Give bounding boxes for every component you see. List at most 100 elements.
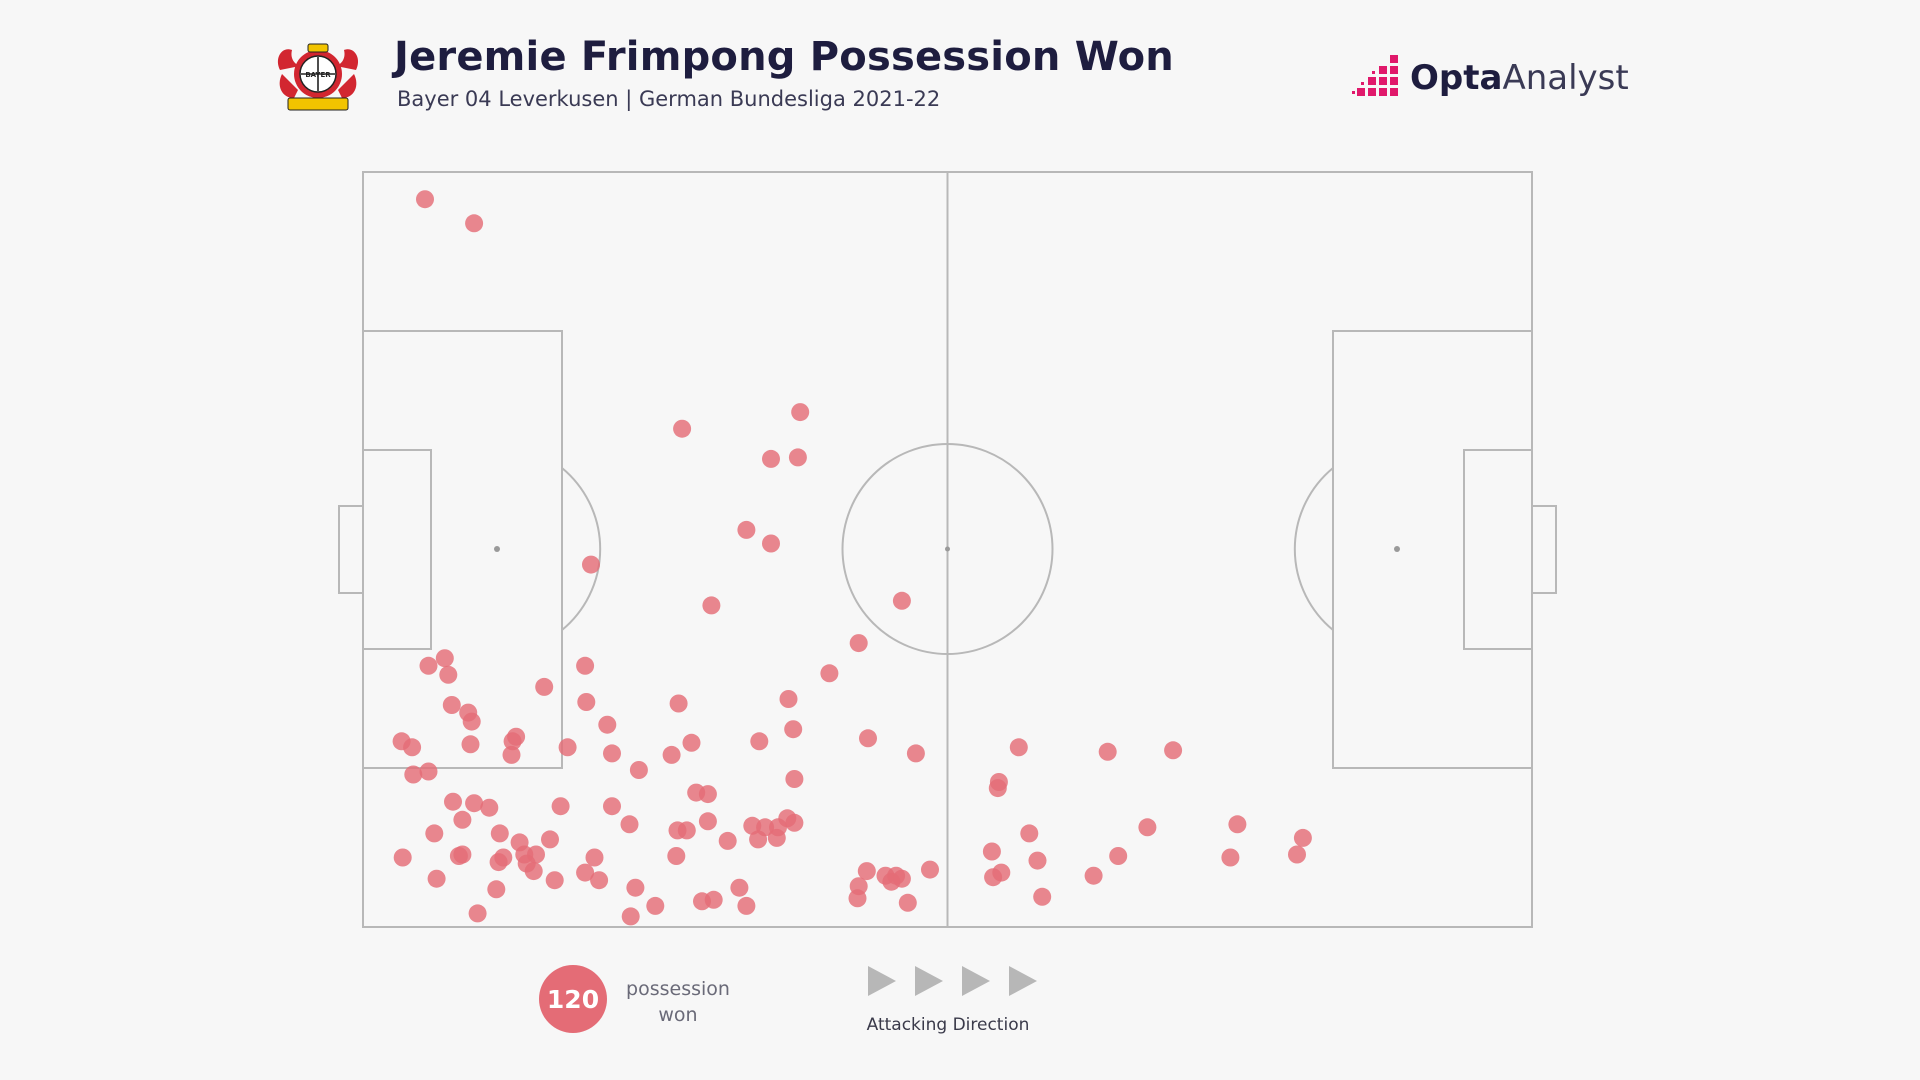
pitch-spots bbox=[494, 546, 1400, 552]
possession-won-point bbox=[582, 555, 600, 574]
possession-won-point bbox=[784, 720, 803, 739]
possession-won-point bbox=[435, 649, 454, 668]
possession-won-point bbox=[1033, 887, 1052, 906]
left-goal bbox=[338, 505, 364, 594]
possession-won-point bbox=[662, 745, 681, 764]
possession-won-point bbox=[577, 693, 596, 711]
possession-won-point bbox=[646, 896, 665, 915]
possession-won-point bbox=[898, 893, 917, 912]
possession-won-point bbox=[1228, 815, 1247, 834]
possession-won-point bbox=[1288, 845, 1306, 864]
possession-won-point bbox=[427, 869, 446, 888]
possession-won-point bbox=[629, 761, 648, 779]
possession-won-point bbox=[669, 694, 688, 713]
possession-won-point bbox=[453, 810, 472, 829]
possession-won-point bbox=[524, 862, 543, 881]
possession-won-point bbox=[859, 729, 877, 748]
possession-won-point bbox=[702, 596, 721, 615]
possession-won-point bbox=[704, 890, 723, 909]
possession-won-point bbox=[785, 813, 804, 832]
play-arrow-icon bbox=[915, 966, 943, 996]
possession-won-point bbox=[1098, 742, 1117, 761]
possession-won-point bbox=[982, 842, 1001, 861]
possession-won-point bbox=[1028, 851, 1047, 870]
possession-won-point bbox=[590, 871, 609, 890]
left-penalty-spot bbox=[494, 546, 500, 552]
possession-won-point bbox=[541, 830, 559, 849]
possession-won-point bbox=[545, 871, 564, 890]
possession-won-point bbox=[490, 824, 509, 843]
possession-won-point bbox=[988, 779, 1007, 798]
possession-won-point bbox=[393, 848, 412, 867]
possession-won-point bbox=[1138, 818, 1157, 837]
possession-won-point bbox=[1084, 866, 1103, 885]
possession-won-point bbox=[698, 785, 717, 804]
right-six-yard-box bbox=[1463, 449, 1533, 650]
possession-won-point bbox=[892, 591, 911, 610]
left-six-yard-box bbox=[362, 449, 432, 650]
possession-won-point bbox=[419, 762, 438, 781]
play-arrow-icon bbox=[1009, 966, 1037, 996]
left-penalty-arc bbox=[561, 467, 602, 631]
centre-circle bbox=[841, 443, 1054, 655]
possession-won-point bbox=[673, 419, 692, 438]
possession-won-point bbox=[984, 868, 1003, 887]
possession-won-point bbox=[465, 214, 484, 233]
possession-won-point bbox=[620, 815, 639, 834]
right-goal bbox=[1531, 505, 1557, 594]
possession-won-point bbox=[682, 733, 701, 752]
possession-won-point bbox=[667, 847, 686, 865]
possession-won-point bbox=[849, 634, 868, 653]
possession-won-point bbox=[762, 534, 780, 553]
possession-won-point bbox=[737, 520, 756, 539]
right-penalty-spot bbox=[1394, 546, 1400, 552]
possession-won-point bbox=[462, 712, 481, 731]
possession-won-point bbox=[698, 812, 717, 831]
possession-won-point bbox=[419, 656, 438, 675]
possession-won-point bbox=[585, 848, 604, 867]
possession-won-point bbox=[558, 738, 577, 757]
opta-analyst-logo: OptaAnalyst bbox=[1350, 50, 1629, 106]
possession-won-point bbox=[416, 190, 434, 209]
page-title: Jeremie Frimpong Possession Won bbox=[394, 34, 1174, 80]
possession-won-point bbox=[779, 690, 798, 708]
possession-won-point bbox=[603, 744, 621, 763]
possession-won-point bbox=[551, 797, 570, 816]
possession-won-point bbox=[767, 828, 786, 847]
possession-won-point bbox=[762, 449, 780, 468]
possession-won-point bbox=[1221, 848, 1240, 867]
possession-won-point bbox=[749, 830, 768, 849]
possession-won-point bbox=[403, 738, 422, 757]
possession-won-point bbox=[468, 904, 487, 923]
possession-won-points bbox=[392, 190, 1312, 926]
possession-won-point bbox=[750, 732, 769, 751]
possession-count-badge: 120 bbox=[539, 965, 607, 1033]
possession-won-point bbox=[921, 860, 939, 879]
possession-won-point bbox=[503, 732, 522, 751]
possession-won-point bbox=[439, 665, 458, 684]
possession-won-point bbox=[1164, 741, 1183, 760]
centre-spot bbox=[945, 546, 950, 552]
opta-bars-icon bbox=[1352, 55, 1398, 96]
bayer-leverkusen-crest-icon: BAYER bbox=[277, 43, 359, 111]
possession-won-point bbox=[502, 745, 521, 764]
possession-won-point bbox=[576, 656, 595, 675]
possession-won-point bbox=[1009, 738, 1028, 757]
possession-won-point bbox=[576, 863, 595, 882]
possession-won-point bbox=[487, 880, 506, 899]
possession-won-point bbox=[791, 403, 810, 422]
possession-won-point bbox=[788, 448, 807, 467]
attacking-direction-label: Attacking Direction bbox=[866, 1015, 1030, 1035]
possession-won-point bbox=[449, 847, 468, 865]
possession-won-point bbox=[1293, 828, 1312, 847]
possession-won-point bbox=[1109, 847, 1128, 865]
possession-won-point bbox=[677, 821, 696, 840]
play-arrow-icon bbox=[962, 966, 990, 996]
brand-wordmark: OptaAnalyst bbox=[1410, 58, 1629, 98]
possession-won-point bbox=[489, 853, 508, 872]
possession-won-point bbox=[730, 878, 749, 897]
play-arrow-icon bbox=[868, 966, 896, 996]
brand-name-bold: Opta bbox=[1410, 58, 1503, 98]
svg-text:BAYER: BAYER bbox=[305, 71, 331, 79]
